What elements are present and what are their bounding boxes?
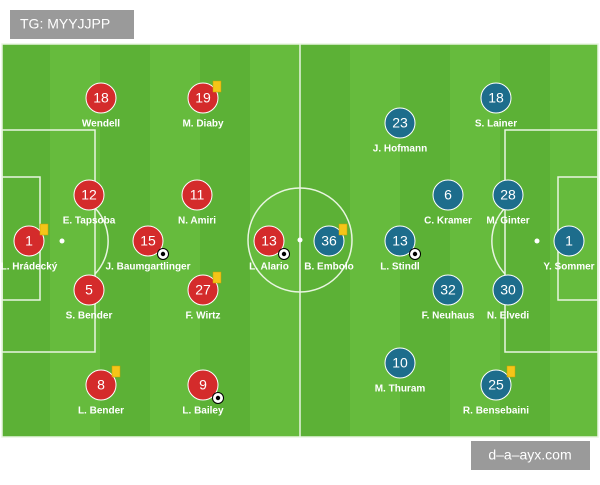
player-name: L. Bender (78, 406, 124, 417)
player-number: 19 (195, 90, 211, 106)
player-name: R. Bensebaini (463, 406, 529, 417)
player-name: J. Baumgartlinger (105, 262, 190, 273)
player-badge (492, 274, 524, 306)
player-badge (187, 82, 219, 114)
player-badge (384, 225, 416, 257)
player-badge (187, 274, 219, 306)
player-badge (492, 179, 524, 211)
spots (59, 237, 540, 244)
player-number: 10 (392, 355, 408, 371)
player-badge (480, 82, 512, 114)
player-number: 11 (190, 187, 205, 203)
player-name: S. Lainer (475, 119, 517, 130)
player-badge (480, 369, 512, 401)
footer-box (471, 441, 590, 470)
player-number: 13 (392, 233, 408, 249)
player-name: B. Embolo (304, 262, 353, 273)
player-badge (432, 274, 464, 306)
player-badge (73, 274, 105, 306)
player-number: 23 (392, 115, 408, 131)
player-name: F. Wirtz (186, 311, 221, 322)
player-name: F. Neuhaus (422, 311, 475, 322)
player-badge (384, 347, 416, 379)
player-badge (181, 179, 213, 211)
footer: d–a–ayx.com (488, 447, 571, 463)
player-number: 28 (500, 187, 516, 203)
player-badge (13, 225, 45, 257)
player-name: C. Kramer (424, 216, 472, 227)
player-name: L. Hrádecký (1, 262, 58, 273)
player-number: 27 (195, 282, 211, 298)
player-number: 1 (565, 233, 573, 249)
yellow-cards (39, 80, 516, 378)
player-name: Wendell (82, 119, 120, 130)
player-badge (85, 369, 117, 401)
player-number: 12 (81, 187, 97, 203)
player-badge (313, 225, 345, 257)
player-number: 25 (488, 377, 504, 393)
player-name: M. Thuram (375, 384, 426, 395)
player-number: 9 (199, 377, 207, 393)
player-name: S. Bender (66, 311, 113, 322)
player-name: Y. Sommer (543, 262, 594, 273)
player-name: M. Diaby (182, 119, 224, 130)
player-number: 13 (261, 233, 277, 249)
player-number: 15 (140, 233, 156, 249)
player-badge (187, 369, 219, 401)
player-badge (432, 179, 464, 211)
watermark: TG: MYYJJPP (20, 16, 110, 32)
player-number: 36 (321, 233, 337, 249)
player-badge (85, 82, 117, 114)
player-number: 30 (500, 282, 516, 298)
player-badge (73, 179, 105, 211)
player-badge (132, 225, 164, 257)
watermark-box (10, 10, 134, 39)
player-name: L. Alario (249, 262, 289, 273)
player-name: L. Bailey (182, 406, 224, 417)
pitch-lines (1, 43, 599, 438)
player-name: N. Elvedi (487, 311, 529, 322)
player-number: 32 (440, 282, 456, 298)
player-name: L. Stindl (380, 262, 420, 273)
player-number: 6 (444, 187, 452, 203)
player-name: E. Tapsoba (63, 216, 116, 227)
player-number: 18 (488, 90, 504, 106)
player-number: 18 (93, 90, 109, 106)
player-name: M. Ginter (486, 216, 529, 227)
player-name: J. Hofmann (373, 144, 427, 155)
player-badge (553, 225, 585, 257)
player-number: 5 (85, 282, 93, 298)
player-name: N. Amiri (178, 216, 216, 227)
player-badge (253, 225, 285, 257)
goal-balls (157, 248, 421, 404)
player-number: 8 (97, 377, 105, 393)
player-badge (384, 107, 416, 139)
player-number: 1 (25, 233, 33, 249)
